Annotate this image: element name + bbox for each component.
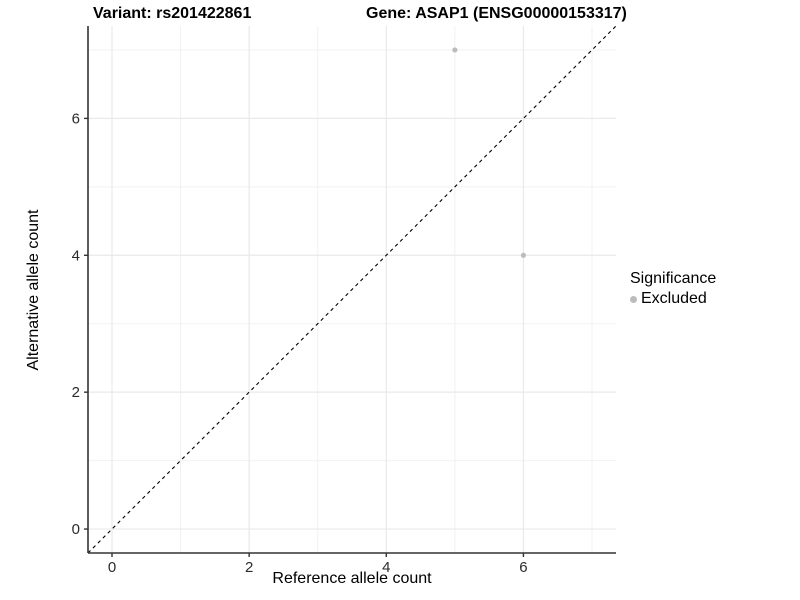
y-tick-label: 0 (72, 521, 80, 538)
y-axis-title: Alternative allele count (25, 209, 42, 371)
x-axis-title: Reference allele count (272, 570, 432, 587)
y-tick-label: 4 (72, 247, 80, 264)
plot-title-gene: Gene: ASAP1 (ENSG00000153317) (366, 5, 627, 22)
legend-title: Significance (630, 270, 717, 287)
data-point (452, 47, 458, 53)
plot-title-variant: Variant: rs201422861 (93, 5, 252, 22)
y-tick-label: 2 (72, 384, 80, 401)
x-tick-label: 0 (108, 559, 116, 576)
legend-item-excluded: Excluded (630, 290, 716, 308)
legend: Significance Excluded (630, 270, 716, 308)
identity-reference-line (87, 25, 617, 554)
x-tick-label: 6 (519, 559, 527, 576)
legend-key-dot-icon (630, 295, 637, 303)
x-tick-label: 2 (245, 559, 253, 576)
x-tick-label: 4 (382, 559, 390, 576)
data-point (520, 252, 527, 258)
y-tick-label: 6 (72, 110, 80, 127)
legend-item-label: Excluded (641, 290, 707, 307)
